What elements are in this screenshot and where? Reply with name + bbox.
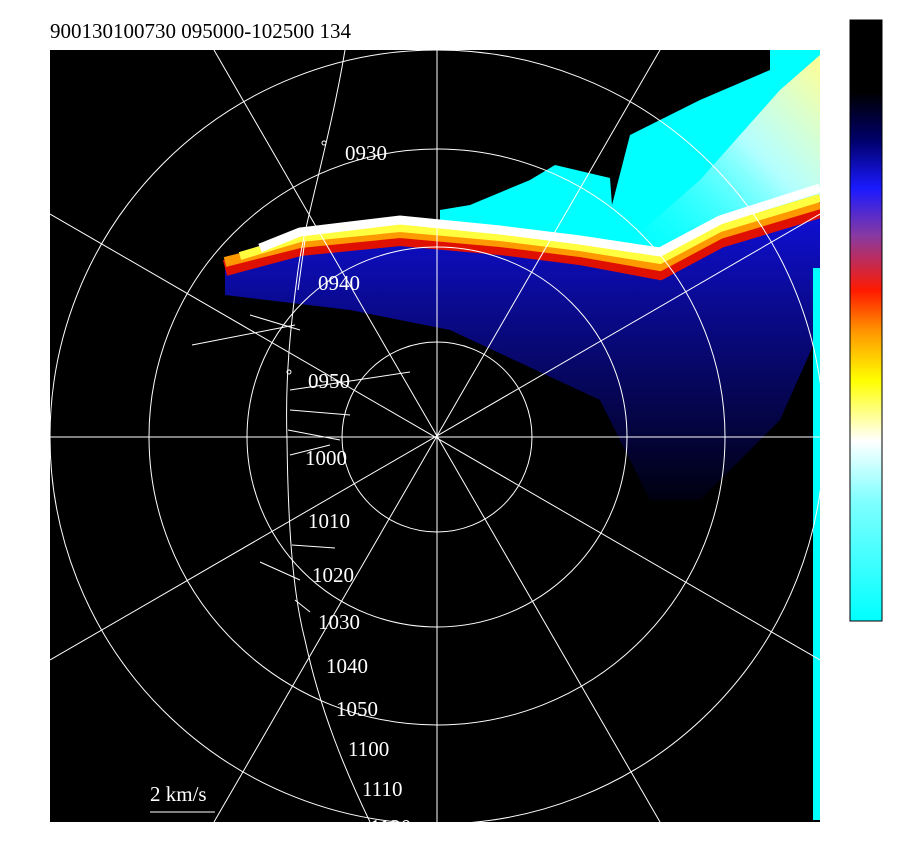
- time-label: 1020: [312, 563, 354, 587]
- title: 900130100730 095000-102500 134: [50, 19, 351, 43]
- time-label: 1120: [370, 815, 411, 839]
- time-label: 1100: [348, 737, 389, 761]
- echo-edge-orange: [223, 199, 820, 272]
- time-label: 1040: [326, 654, 368, 678]
- echo-edge-yellow: [238, 194, 820, 265]
- color-bar: [849, 19, 883, 622]
- time-label: 1000: [305, 446, 347, 470]
- time-label: 1030: [318, 610, 360, 634]
- range-rings: [50, 50, 820, 822]
- time-label: 1110: [362, 777, 402, 801]
- time-label: 0950: [308, 369, 350, 393]
- time-label: 1010: [308, 509, 350, 533]
- time-label: 0930: [345, 141, 387, 165]
- echo-edge-white: [258, 183, 820, 257]
- radar-plot: 0930 0940 0950 1000 1010 1020 1030 1040 1050 1100…: [50, 50, 820, 839]
- scale-bar: 2 km/s: [150, 782, 215, 813]
- time-label: 1050: [336, 697, 378, 721]
- echo-edge-strip: [813, 268, 820, 820]
- scale-label: 2 km/s: [150, 782, 207, 806]
- time-label: 0940: [318, 271, 360, 295]
- track: [191, 50, 411, 822]
